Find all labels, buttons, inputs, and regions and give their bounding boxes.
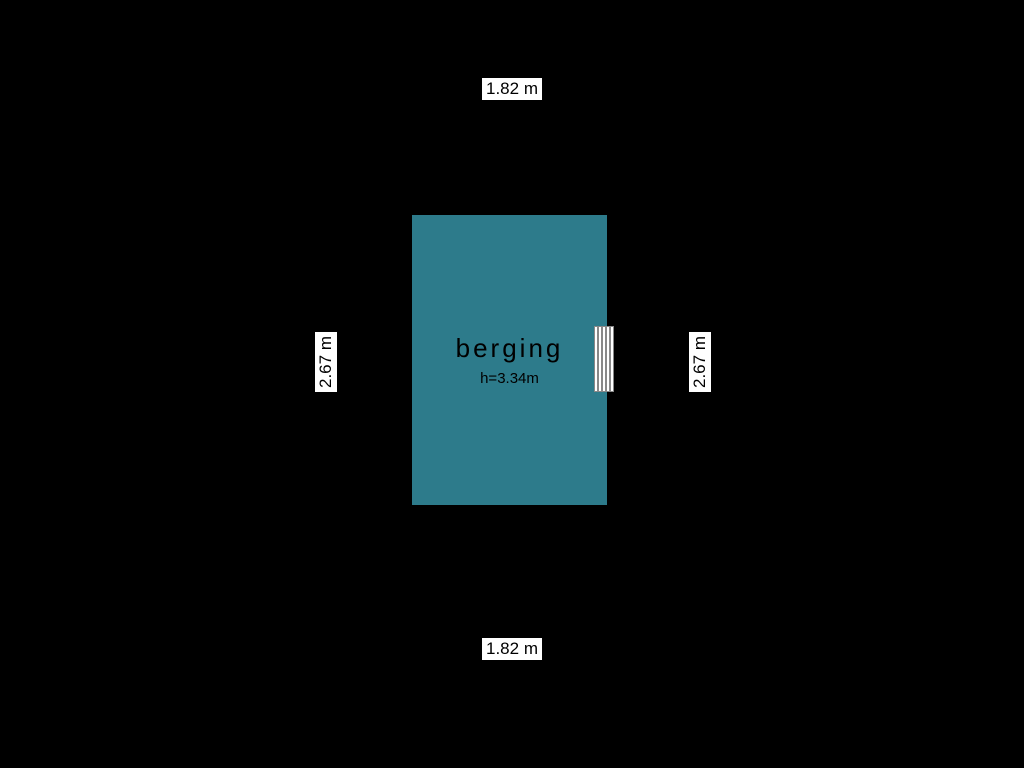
dimension-top: 1.82 m xyxy=(482,78,542,100)
dimension-left: 2.67 m xyxy=(315,332,337,392)
dimension-bottom: 1.82 m xyxy=(482,638,542,660)
room-label: berging xyxy=(456,333,564,364)
dimension-right: 2.67 m xyxy=(689,332,711,392)
window-icon xyxy=(594,326,614,392)
room-berging: berging h=3.34m xyxy=(412,215,607,505)
room-height-label: h=3.34m xyxy=(480,370,539,387)
